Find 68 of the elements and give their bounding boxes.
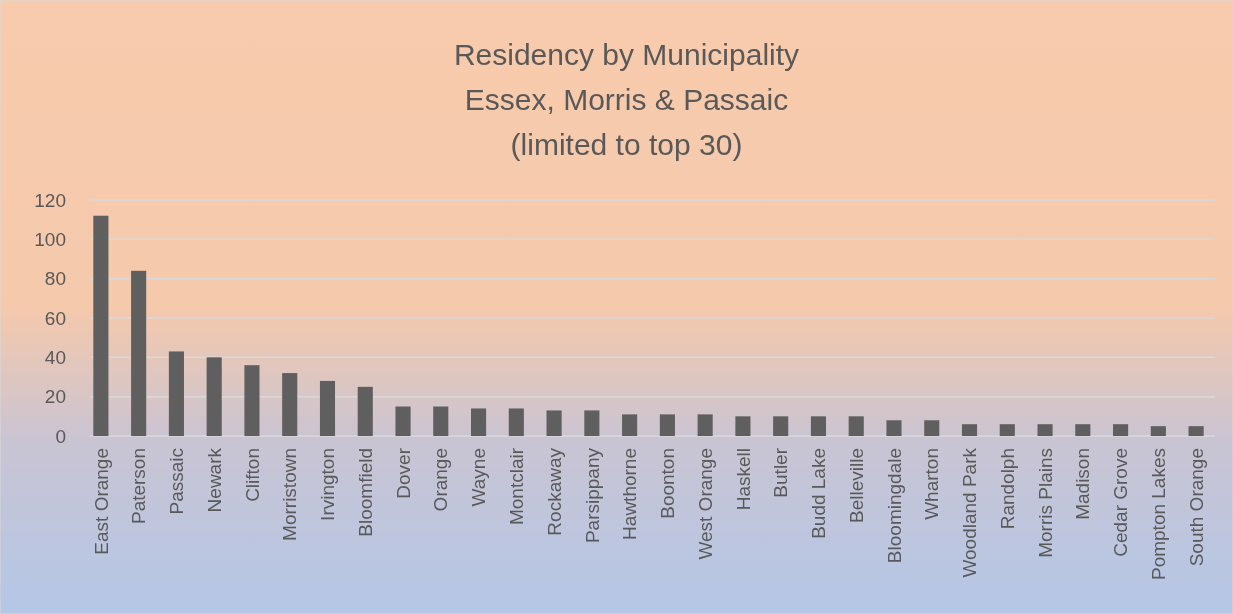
bar [546, 410, 562, 436]
y-tick-label: 40 [44, 346, 66, 368]
x-tick-label: Morristown [279, 448, 301, 541]
bar [622, 414, 638, 436]
x-tick-label: Montclair [505, 447, 527, 526]
x-tick-label: Rockaway [543, 447, 565, 536]
x-tick-label: Woodland Park [959, 447, 981, 578]
bar [735, 416, 751, 436]
x-tick-label: West Orange [694, 448, 716, 560]
bar [810, 416, 826, 436]
x-tick-label: Paterson [128, 448, 150, 525]
y-tick-label: 80 [44, 268, 66, 290]
bar [1075, 424, 1091, 436]
bar [848, 416, 864, 436]
x-tick-label: Hawthorne [619, 448, 641, 540]
bar [357, 386, 373, 436]
y-tick-label: 60 [44, 307, 66, 329]
x-tick-label: Wayne [468, 448, 490, 507]
x-tick-label: Belleville [845, 448, 867, 523]
bar [93, 215, 109, 436]
bar [773, 416, 789, 436]
x-tick-label: Newark [203, 447, 225, 513]
x-tick-label: Passaic [166, 448, 188, 515]
chart-title: Residency by Municipality Essex, Morris & Passaic (limited to top 30) [453, 38, 800, 161]
x-tick-label: Dover [392, 447, 414, 499]
y-tick-label: 120 [34, 189, 66, 211]
x-tick-label: Bloomfield [354, 448, 376, 537]
x-tick-label: Irvington [317, 448, 339, 521]
bar [1113, 424, 1129, 436]
bar [508, 408, 524, 436]
bar [961, 424, 978, 436]
bar [659, 414, 675, 436]
bar [168, 351, 184, 436]
x-tick-label: Budd Lake [808, 448, 830, 539]
y-tick-label: 20 [44, 386, 66, 408]
x-tick-label: Wharton [921, 448, 943, 520]
bar [999, 424, 1015, 436]
x-tick-label: Clifton [241, 448, 263, 502]
x-tick-label: Parsippany [581, 447, 603, 544]
y-tick-label: 100 [34, 228, 66, 250]
bar [1150, 426, 1166, 436]
bar [1037, 424, 1053, 436]
bar [471, 408, 487, 436]
bar [282, 373, 298, 436]
bar [1188, 426, 1204, 436]
x-tick-label: Haskell [732, 448, 754, 511]
bar [131, 270, 147, 436]
x-tick-label: Bloomingdale [883, 448, 905, 564]
bar [206, 357, 222, 436]
bar [697, 414, 713, 436]
x-tick-label: Pompton Lakes [1148, 448, 1169, 581]
bar [319, 380, 336, 436]
bar [244, 365, 260, 436]
x-tick-label: Madison [1072, 448, 1094, 520]
x-tick-label: Butler [770, 447, 792, 498]
x-tick-label: Boonton [657, 448, 679, 519]
x-tick-label: Cedar Grove [1110, 448, 1132, 557]
bar [433, 406, 449, 436]
y-tick-label: 0 [55, 425, 66, 447]
x-tick-label: Morris Plains [1034, 448, 1056, 558]
bar [886, 420, 902, 436]
x-tick-label: South Orange [1185, 448, 1207, 567]
bar [924, 420, 940, 436]
bar [395, 406, 411, 436]
x-tick-label: Orange [430, 448, 452, 512]
x-tick-label: East Orange [90, 448, 112, 555]
x-tick-label: Randolph [996, 448, 1018, 530]
bar [584, 410, 600, 436]
